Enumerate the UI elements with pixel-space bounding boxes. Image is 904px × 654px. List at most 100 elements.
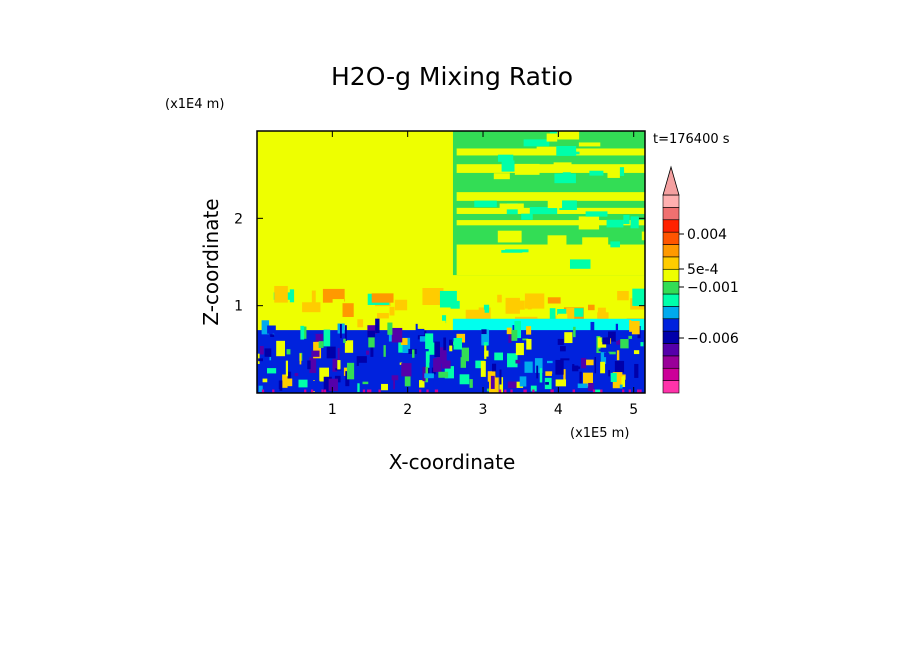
turb-101 (444, 366, 454, 379)
speck-8 (600, 389, 603, 393)
x-tick-label-2: 2 (403, 402, 412, 418)
turb-131 (294, 373, 299, 377)
patch-14 (556, 145, 577, 156)
turb-56 (299, 353, 302, 365)
patch-3 (497, 230, 522, 243)
patch-15 (559, 200, 577, 210)
y-unit-label: (x1E4 m) (165, 97, 224, 112)
speck-12 (637, 389, 640, 393)
speck-23 (321, 389, 324, 393)
turb-194 (391, 327, 403, 343)
x-tick-label-3: 3 (479, 402, 488, 418)
x-axis: 1 2 3 4 5 (328, 131, 638, 418)
turb-1 (564, 332, 573, 344)
patch-22 (497, 154, 514, 162)
patch-35 (641, 231, 645, 241)
turb-139 (381, 383, 388, 391)
turb-71 (402, 337, 411, 354)
patch-29 (557, 131, 580, 140)
turb-32 (419, 380, 425, 388)
turb-182 (443, 337, 447, 351)
transition-47 (422, 288, 444, 305)
colorbar-segment-15 (662, 194, 680, 208)
patch-33 (589, 170, 604, 176)
turb-171 (412, 349, 415, 358)
colorbar-segment-4 (662, 330, 680, 344)
patch-6 (610, 241, 620, 248)
turb-67 (581, 357, 587, 369)
turb-157 (328, 378, 338, 392)
colorbar-segment-7 (662, 293, 680, 307)
speck-1 (362, 389, 366, 393)
speck-29 (572, 389, 576, 393)
patch-0 (578, 216, 600, 230)
transition-29 (634, 298, 645, 307)
turb-190 (357, 383, 360, 392)
patch-28 (521, 213, 533, 220)
turb-173 (515, 359, 521, 364)
patch-24 (566, 151, 580, 155)
turb-66 (600, 352, 607, 364)
turb-0 (356, 356, 367, 366)
turb-161 (499, 369, 502, 385)
turb-186 (424, 373, 434, 379)
patch-25 (554, 173, 576, 184)
turb-17 (332, 358, 338, 372)
turb-218 (434, 341, 440, 357)
turb-28 (600, 333, 607, 339)
speck-5 (323, 389, 327, 393)
turb-185 (555, 359, 564, 375)
turb-137 (609, 338, 612, 344)
turb-65 (608, 369, 610, 377)
colorbar-segment-8 (662, 281, 680, 295)
x-tick-label-4: 4 (554, 402, 563, 418)
turb-213 (310, 334, 316, 342)
turb-210 (375, 318, 380, 334)
turb-84 (507, 353, 518, 368)
turb-105 (400, 338, 408, 345)
transition-52 (342, 303, 354, 317)
turb-136 (551, 373, 554, 386)
time-label: t=176400 s (653, 132, 730, 147)
turb-206 (387, 322, 393, 335)
turb-76 (264, 348, 272, 357)
stripe-0 (456, 164, 645, 173)
turb-11 (326, 346, 336, 359)
cyan-band (452, 318, 645, 332)
turb-116 (311, 350, 320, 357)
turb-129 (612, 372, 623, 389)
colorbar-segment-11 (662, 244, 680, 258)
transition-54 (549, 308, 556, 321)
y-tick-label-2: 2 (234, 211, 243, 227)
turb-117 (513, 381, 524, 388)
transition-41 (557, 313, 568, 320)
colorbar-segment-14 (662, 207, 680, 221)
chart-title: H2O-g Mixing Ratio (331, 62, 573, 91)
turb-175 (415, 323, 418, 339)
turb-192 (555, 379, 567, 387)
turb-120 (367, 325, 378, 334)
transition-22 (275, 316, 289, 326)
turb-174 (577, 383, 588, 389)
turb-154 (339, 324, 342, 339)
turb-68 (362, 381, 369, 385)
turb-55 (481, 329, 490, 346)
turb-48 (530, 385, 537, 392)
patch-34 (630, 216, 639, 229)
turb-168 (621, 376, 625, 386)
turb-112 (586, 359, 594, 366)
patch-21 (499, 203, 524, 210)
turb-187 (639, 346, 641, 359)
turb-102 (461, 347, 469, 362)
turb-43 (608, 331, 617, 342)
turb-158 (460, 357, 467, 368)
transition-17 (302, 302, 321, 313)
transition-37 (442, 315, 447, 324)
patch-10 (585, 211, 608, 217)
turb-196 (428, 342, 436, 355)
turb-86 (557, 338, 564, 345)
turb-113 (298, 379, 308, 388)
turb-94 (399, 362, 403, 365)
x-tick-label-5: 5 (629, 402, 638, 418)
turb-10 (267, 368, 277, 374)
